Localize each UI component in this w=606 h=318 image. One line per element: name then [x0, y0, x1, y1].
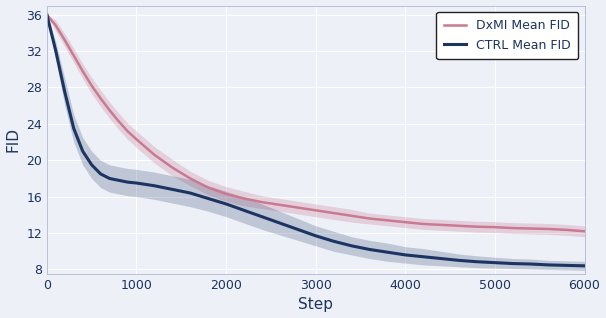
- DxMI Mean FID: [43, 13, 50, 17]
- CTRL Mean FID: [115, 178, 122, 182]
- CTRL Mean FID: [491, 261, 499, 265]
- CTRL Mean FID: [222, 202, 230, 206]
- Y-axis label: FID: FID: [5, 127, 21, 152]
- DxMI Mean FID: [79, 69, 86, 73]
- CTRL Mean FID: [527, 262, 534, 266]
- CTRL Mean FID: [545, 263, 552, 267]
- CTRL Mean FID: [168, 188, 176, 191]
- CTRL Mean FID: [187, 191, 194, 195]
- DxMI Mean FID: [473, 225, 481, 229]
- DxMI Mean FID: [563, 228, 570, 232]
- DxMI Mean FID: [258, 200, 265, 204]
- CTRL Mean FID: [581, 264, 588, 268]
- DxMI Mean FID: [115, 119, 122, 123]
- CTRL Mean FID: [241, 208, 248, 212]
- CTRL Mean FID: [88, 163, 95, 167]
- DxMI Mean FID: [402, 220, 409, 224]
- DxMI Mean FID: [384, 218, 391, 222]
- CTRL Mean FID: [97, 172, 104, 176]
- DxMI Mean FID: [419, 222, 427, 226]
- DxMI Mean FID: [527, 227, 534, 231]
- DxMI Mean FID: [204, 186, 211, 190]
- CTRL Mean FID: [348, 244, 355, 248]
- DxMI Mean FID: [61, 38, 68, 42]
- DxMI Mean FID: [545, 227, 552, 231]
- DxMI Mean FID: [581, 229, 588, 233]
- CTRL Mean FID: [151, 184, 158, 188]
- DxMI Mean FID: [438, 223, 445, 227]
- CTRL Mean FID: [79, 149, 86, 153]
- CTRL Mean FID: [52, 49, 59, 53]
- DxMI Mean FID: [294, 206, 301, 210]
- CTRL Mean FID: [509, 262, 516, 266]
- CTRL Mean FID: [366, 247, 373, 251]
- CTRL Mean FID: [43, 13, 50, 17]
- Line: DxMI Mean FID: DxMI Mean FID: [47, 15, 585, 231]
- CTRL Mean FID: [563, 264, 570, 267]
- Legend: DxMI Mean FID, CTRL Mean FID: DxMI Mean FID, CTRL Mean FID: [436, 12, 578, 59]
- CTRL Mean FID: [133, 181, 140, 185]
- CTRL Mean FID: [312, 234, 319, 238]
- DxMI Mean FID: [168, 166, 176, 169]
- Line: CTRL Mean FID: CTRL Mean FID: [47, 15, 585, 266]
- DxMI Mean FID: [88, 84, 95, 87]
- CTRL Mean FID: [258, 215, 265, 218]
- DxMI Mean FID: [241, 197, 248, 200]
- DxMI Mean FID: [509, 226, 516, 230]
- DxMI Mean FID: [330, 211, 337, 215]
- CTRL Mean FID: [438, 257, 445, 260]
- DxMI Mean FID: [106, 108, 113, 112]
- CTRL Mean FID: [70, 127, 78, 130]
- CTRL Mean FID: [456, 259, 463, 262]
- DxMI Mean FID: [491, 225, 499, 229]
- DxMI Mean FID: [222, 192, 230, 196]
- CTRL Mean FID: [124, 180, 131, 184]
- DxMI Mean FID: [151, 153, 158, 157]
- X-axis label: Step: Step: [298, 297, 333, 313]
- CTRL Mean FID: [204, 197, 211, 200]
- DxMI Mean FID: [97, 96, 104, 100]
- CTRL Mean FID: [106, 176, 113, 180]
- DxMI Mean FID: [133, 137, 140, 141]
- CTRL Mean FID: [402, 253, 409, 257]
- DxMI Mean FID: [312, 208, 319, 212]
- CTRL Mean FID: [330, 239, 337, 243]
- CTRL Mean FID: [473, 260, 481, 264]
- DxMI Mean FID: [276, 203, 284, 207]
- DxMI Mean FID: [366, 217, 373, 220]
- DxMI Mean FID: [187, 176, 194, 180]
- DxMI Mean FID: [456, 224, 463, 228]
- CTRL Mean FID: [294, 227, 301, 231]
- DxMI Mean FID: [348, 214, 355, 218]
- DxMI Mean FID: [52, 24, 59, 27]
- DxMI Mean FID: [70, 54, 78, 58]
- CTRL Mean FID: [61, 90, 68, 94]
- CTRL Mean FID: [384, 250, 391, 254]
- CTRL Mean FID: [276, 221, 284, 225]
- CTRL Mean FID: [419, 255, 427, 259]
- DxMI Mean FID: [124, 129, 131, 133]
